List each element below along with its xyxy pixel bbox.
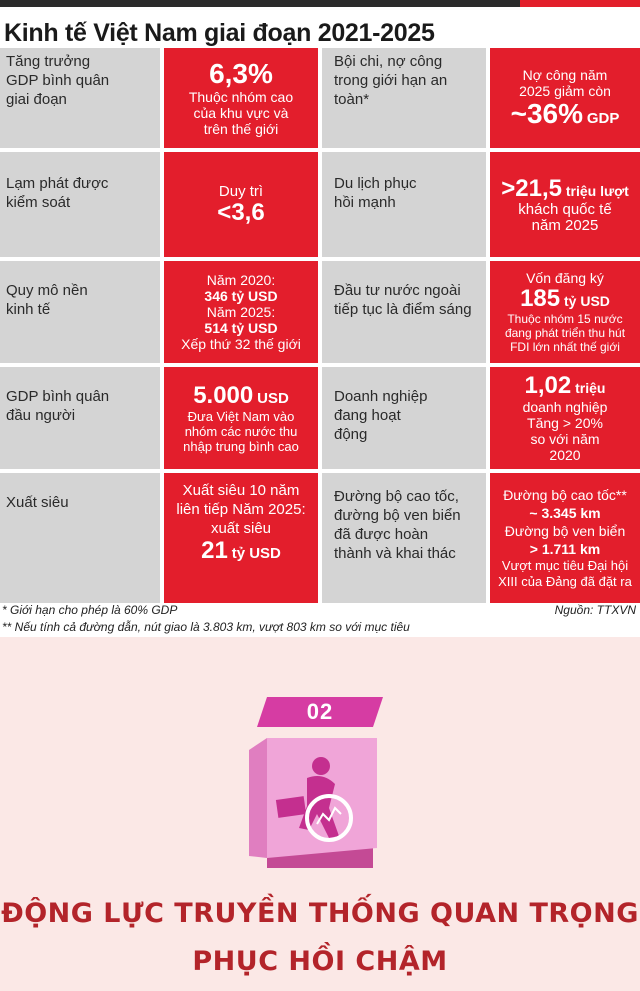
cell-value-gdp-per-capita: 5.000 USD Đưa Việt Nam vào nhóm các nước… <box>164 367 318 469</box>
value-note: khách quốc tế năm 2025 <box>518 200 612 234</box>
top-bar <box>0 0 640 7</box>
value-big: ~36% <box>510 98 583 129</box>
cell-label-gdp-growth: Tăng trưởng GDP bình quân giai đoạn <box>0 48 160 148</box>
source-note: Nguồn: TTXVN <box>554 603 636 617</box>
cell-value-economy-size: Năm 2020: 346 tỷ USD Năm 2025: 514 tỷ US… <box>164 261 318 363</box>
cell-value-expressways: Đường bộ cao tốc** ~ 3.345 km Đường bộ v… <box>490 473 640 603</box>
value-note: Thuộc nhóm cao của khu vực và trên thế g… <box>188 89 294 137</box>
value-line: > 1.711 km <box>529 541 601 557</box>
cell-value-tourism: >21,5 triệu lượt khách quốc tế năm 2025 <box>490 152 640 257</box>
cell-label-tourism: Du lịch phục hồi mạnh <box>322 152 486 257</box>
value-unit: tỷ USD <box>564 293 610 309</box>
value-big: 21 <box>201 537 228 564</box>
value-big: >21,5 <box>501 174 562 202</box>
section-number-ribbon <box>257 697 383 727</box>
value-unit: triệu <box>575 380 606 396</box>
cell-value-enterprises: 1,02 triệu doanh nghiệp Tăng > 20% so vớ… <box>490 367 640 469</box>
cell-label-inflation: Lạm phát được kiểm soát <box>0 152 160 257</box>
value-line: Năm 2025: <box>206 304 276 320</box>
cell-label-gdp-per-capita: GDP bình quân đầu người <box>0 367 160 469</box>
section-number: 02 <box>306 699 334 724</box>
cell-value-gdp-growth: 6,3% Thuộc nhóm cao của khu vực và trên … <box>164 48 318 148</box>
footnote-1: * Giới hạn cho phép là 60% GDP <box>2 603 178 617</box>
value-line: Đường bộ cao tốc** <box>503 487 627 503</box>
value-line: Đường bộ ven biển <box>504 523 626 539</box>
value-unit: GDP <box>586 110 620 127</box>
value-line: 514 tỷ USD <box>204 320 278 336</box>
value-line: Xếp thứ 32 thế giới <box>181 336 301 352</box>
value-line: ~ 3.345 km <box>529 505 601 521</box>
footnote-2: ** Nếu tính cả đường dẫn, nút giao là 3.… <box>2 620 410 634</box>
cell-label-expressways: Đường bộ cao tốc, đường bộ ven biển đã đ… <box>322 473 486 603</box>
cell-label-fdi: Đầu tư nước ngoài tiếp tục là điểm sáng <box>322 261 486 363</box>
value-line: Năm 2020: <box>206 272 276 288</box>
cell-label-trade-surplus: Xuất siêu <box>0 473 160 603</box>
cell-value-fdi: Vốn đăng ký 185 tỷ USD Thuộc nhóm 15 nướ… <box>490 261 640 363</box>
value-big: 185 <box>520 285 561 312</box>
value-note: doanh nghiệp Tăng > 20% so với năm 2020 <box>522 399 608 463</box>
cell-label-economy-size: Quy mô nền kinh tế <box>0 261 160 363</box>
value-line: 346 tỷ USD <box>204 288 278 304</box>
cell-value-inflation: Duy trì <3,6 <box>164 152 318 257</box>
person-chart-icon <box>249 738 377 868</box>
value-top: Vốn đăng ký <box>526 270 604 286</box>
cell-label-enterprises: Doanh nghiệp đang hoạt động <box>322 367 486 469</box>
value-big: <3,6 <box>217 198 265 226</box>
value-top: Nợ công năm 2025 giảm còn <box>519 67 611 99</box>
value-big: 6,3% <box>209 58 273 89</box>
value-big: 5.000 <box>193 381 254 409</box>
cell-value-public-debt: Nợ công năm 2025 giảm còn ~36% GDP <box>490 48 640 148</box>
value-big: 1,02 <box>524 372 572 399</box>
value-unit: triệu lượt <box>565 182 629 199</box>
value-unit: tỷ USD <box>231 545 281 562</box>
value-line: Vượt mục tiêu Đại hội XIII của Đảng đã đ… <box>498 558 632 589</box>
top-bar-accent <box>520 0 640 7</box>
section-headline-line-2: PHỤC HỒI CHẬM <box>192 946 448 977</box>
value-unit: USD <box>257 389 289 407</box>
value-top: Xuất siêu 10 năm liên tiếp Năm 2025: xuấ… <box>176 482 306 537</box>
infographic-panel: Kinh tế Việt Nam giai đoạn 2021-2025 Tăn… <box>0 7 640 637</box>
cell-label-public-debt: Bội chi, nợ công trong giới hạn an toàn* <box>322 48 486 148</box>
section-headline-line-1: ĐỘNG LỰC TRUYỀN THỐNG QUAN TRỌNG <box>1 898 639 929</box>
value-top: Duy trì <box>218 182 264 200</box>
value-note: Thuộc nhóm 15 nước đang phát triển thu h… <box>504 312 626 354</box>
value-note: Đưa Việt Nam vào nhóm các nước thu nhập … <box>183 408 299 454</box>
cell-value-trade-surplus: Xuất siêu 10 năm liên tiếp Năm 2025: xuấ… <box>164 473 318 603</box>
infographic-title: Kinh tế Việt Nam giai đoạn 2021-2025 <box>4 19 435 47</box>
